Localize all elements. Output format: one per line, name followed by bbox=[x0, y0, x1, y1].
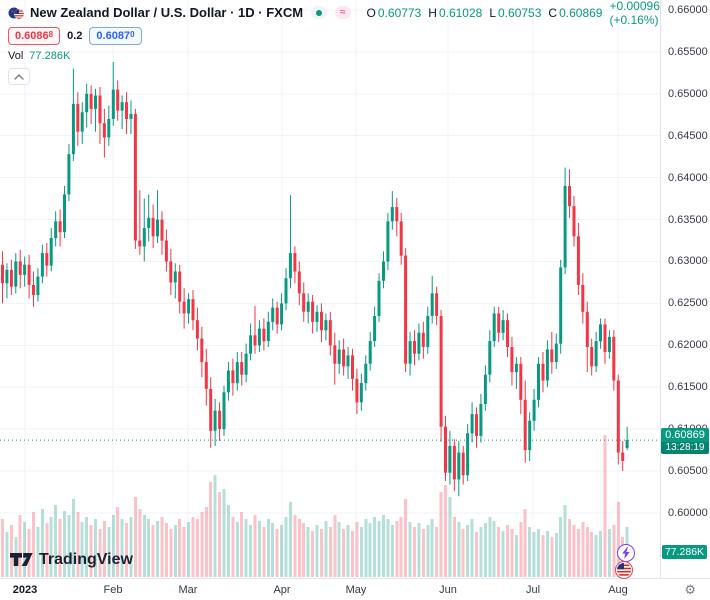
lightning-bolt-icon bbox=[622, 547, 630, 559]
price-tick-label: 0.64500 bbox=[668, 129, 708, 142]
volume-value-badge: 77.286K bbox=[662, 545, 707, 559]
tradingview-logo-icon bbox=[10, 552, 33, 566]
high-value: 0.61028 bbox=[438, 5, 483, 20]
volume-label: Vol bbox=[8, 50, 24, 62]
approx-waves-icon: ≈ bbox=[340, 6, 346, 18]
time-tick-label: Jun bbox=[439, 584, 457, 596]
price-tick-label: 0.62500 bbox=[668, 297, 708, 310]
high-label: H bbox=[428, 5, 437, 20]
spread-value: 0.2 bbox=[67, 30, 83, 42]
tradingview-logo[interactable]: TradingView bbox=[10, 551, 133, 569]
time-tick-label: Apr bbox=[273, 584, 291, 596]
low-label: L bbox=[489, 5, 497, 20]
time-axis[interactable]: ⚙ 2023 Feb Mar Apr May Jun Jul Aug bbox=[0, 578, 710, 600]
time-tick-label: Aug bbox=[608, 584, 628, 596]
ohlc-readout: O 0.60773 H 0.61028 L 0.60753 C 0.60869 … bbox=[367, 0, 710, 27]
price-axis[interactable]: 0.66000 0.65500 0.65000 0.64500 0.64000 0.635… bbox=[660, 0, 710, 578]
volume-bars-layer bbox=[1, 435, 629, 577]
ask-price: 0.6087 bbox=[96, 30, 131, 42]
chevron-up-icon bbox=[14, 73, 24, 80]
price-tick-label: 0.60500 bbox=[668, 465, 708, 478]
chart-legend: New Zealand Dollar / U.S. Dollar · 1D · … bbox=[8, 0, 710, 85]
symbol-title[interactable]: New Zealand Dollar / U.S. Dollar · 1D · … bbox=[30, 5, 304, 20]
time-tick-label: Mar bbox=[178, 584, 198, 596]
ask-sup-digit: 0 bbox=[130, 29, 135, 39]
price-tick-label: 0.61500 bbox=[668, 381, 708, 394]
time-tick-label: 2023 bbox=[12, 584, 38, 596]
bid-ask-row: 0.6086 8 0.2 0.6087 0 bbox=[8, 27, 710, 45]
time-tick-label: May bbox=[345, 584, 367, 596]
bid-sup-digit: 8 bbox=[48, 29, 54, 39]
change-value: +0.00096 (+0.16%) bbox=[609, 0, 660, 27]
market-open-dot-icon bbox=[316, 9, 323, 16]
legend-title-row: New Zealand Dollar / U.S. Dollar · 1D · … bbox=[8, 0, 710, 27]
sell-bid-button[interactable]: 0.6086 8 bbox=[8, 27, 61, 45]
market-status-pill[interactable] bbox=[311, 6, 328, 19]
candles-layer bbox=[1, 62, 629, 497]
price-tick-label: 0.63500 bbox=[668, 213, 708, 226]
bar-countdown: 13:28:19 bbox=[661, 442, 709, 455]
price-tick-label: 0.62000 bbox=[668, 339, 708, 352]
buy-ask-button[interactable]: 0.6087 0 bbox=[89, 27, 142, 45]
lightning-marker-button[interactable] bbox=[617, 544, 635, 562]
price-tick-label: 0.65000 bbox=[668, 87, 708, 100]
open-label: O bbox=[366, 5, 376, 20]
collapse-legend-button[interactable] bbox=[8, 68, 30, 85]
low-value: 0.60753 bbox=[498, 5, 542, 20]
tradingview-logo-text: TradingView bbox=[39, 551, 133, 568]
notifications-pill[interactable]: ≈ bbox=[335, 6, 351, 19]
current-price-badge: 0.60869 13:28:19 bbox=[661, 428, 709, 455]
close-label: C bbox=[548, 5, 558, 20]
price-tick-label: 0.60000 bbox=[668, 506, 708, 519]
volume-readout: 77.286K bbox=[29, 50, 71, 62]
volume-row: Vol 77.286K bbox=[8, 50, 710, 62]
price-tick-label: 0.66000 bbox=[668, 4, 708, 16]
grid-layer bbox=[0, 0, 660, 578]
close-value: 0.60869 bbox=[559, 5, 603, 20]
price-tick-label: 0.64000 bbox=[668, 171, 708, 184]
current-price-value: 0.60869 bbox=[665, 429, 705, 442]
price-tick-label: 0.63000 bbox=[668, 255, 708, 268]
us-flag-icon bbox=[617, 563, 631, 577]
open-value: 0.60773 bbox=[377, 5, 422, 20]
time-tick-label: Jul bbox=[525, 584, 541, 596]
bid-price: 0.6086 bbox=[15, 30, 49, 42]
price-tick-label: 0.65500 bbox=[668, 45, 708, 58]
gear-icon[interactable]: ⚙ bbox=[684, 582, 696, 597]
time-tick-label: Feb bbox=[103, 584, 123, 596]
us-flag-marker-button[interactable] bbox=[615, 561, 633, 579]
currency-pair-logo-icon bbox=[8, 6, 25, 20]
chart-canvas[interactable] bbox=[0, 0, 660, 578]
